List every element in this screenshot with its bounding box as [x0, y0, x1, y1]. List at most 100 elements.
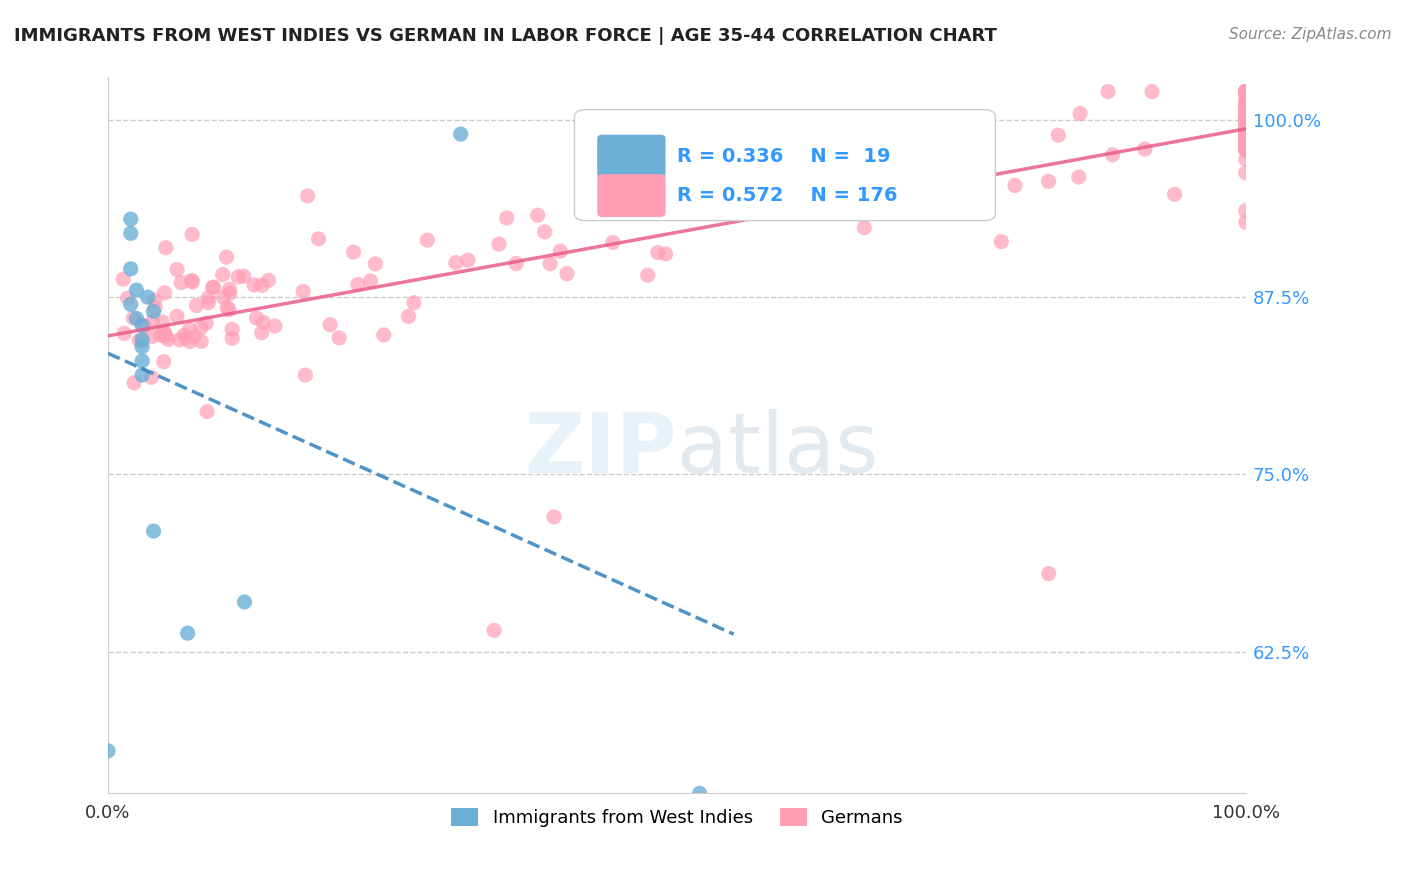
Germans	[252, 316, 274, 330]
Germans	[181, 275, 204, 289]
Germans	[166, 262, 188, 277]
Germans	[179, 334, 201, 349]
Germans	[533, 225, 555, 239]
Germans	[1234, 134, 1257, 148]
Germans	[1067, 169, 1090, 184]
Germans	[174, 331, 197, 345]
Germans	[1234, 136, 1257, 151]
Germans	[1234, 85, 1257, 99]
Germans	[1234, 100, 1257, 114]
Germans	[495, 211, 517, 225]
Germans	[1163, 187, 1185, 202]
Germans	[654, 247, 676, 261]
Germans	[1047, 128, 1070, 143]
Immigrants from West Indies	[120, 297, 142, 311]
Germans	[1234, 85, 1257, 99]
Germans	[1234, 111, 1257, 125]
Germans	[141, 315, 163, 329]
FancyBboxPatch shape	[598, 174, 665, 217]
Germans	[122, 376, 145, 390]
Germans	[1234, 203, 1257, 218]
Germans	[763, 179, 786, 194]
Germans	[153, 326, 176, 340]
Germans	[1234, 85, 1257, 99]
Germans	[1234, 85, 1257, 99]
Germans	[141, 370, 163, 384]
Immigrants from West Indies	[131, 333, 153, 347]
Germans	[1234, 215, 1257, 229]
Germans	[195, 316, 218, 330]
Germans	[1038, 566, 1060, 581]
Germans	[217, 301, 239, 315]
Germans	[179, 323, 201, 337]
Germans	[1234, 114, 1257, 128]
Text: ZIP: ZIP	[524, 409, 676, 491]
Germans	[911, 154, 934, 169]
Germans	[853, 220, 876, 235]
Text: R = 0.336    N =  19: R = 0.336 N = 19	[676, 146, 890, 166]
Germans	[1234, 120, 1257, 135]
Germans	[1234, 120, 1257, 134]
Germans	[150, 315, 173, 329]
Germans	[949, 206, 972, 220]
Immigrants from West Indies	[233, 595, 256, 609]
Germans	[444, 256, 467, 270]
FancyBboxPatch shape	[598, 135, 665, 178]
Germans	[1234, 106, 1257, 120]
Germans	[1234, 104, 1257, 119]
Germans	[1101, 148, 1123, 162]
Germans	[526, 208, 548, 222]
Immigrants from West Indies	[136, 290, 159, 304]
Germans	[1234, 136, 1257, 150]
Germans	[1234, 111, 1257, 125]
Germans	[292, 285, 315, 299]
Germans	[197, 291, 219, 305]
Germans	[149, 328, 172, 343]
Germans	[1234, 98, 1257, 112]
Germans	[195, 404, 218, 418]
Germans	[1234, 85, 1257, 99]
Germans	[1234, 153, 1257, 167]
Germans	[197, 295, 219, 310]
Germans	[152, 325, 174, 339]
Germans	[1234, 143, 1257, 157]
Germans	[112, 326, 135, 341]
Immigrants from West Indies	[131, 354, 153, 368]
Germans	[155, 241, 177, 255]
Germans	[1234, 122, 1257, 136]
Germans	[211, 268, 233, 282]
Germans	[1234, 103, 1257, 117]
Germans	[1234, 141, 1257, 155]
Germans	[396, 310, 419, 324]
Germans	[1234, 132, 1257, 146]
Germans	[1038, 174, 1060, 188]
Immigrants from West Indies	[176, 626, 198, 640]
Germans	[548, 244, 571, 259]
Germans	[1234, 106, 1257, 120]
Germans	[1234, 119, 1257, 133]
Germans	[416, 233, 439, 247]
Text: R = 0.572    N = 176: R = 0.572 N = 176	[676, 186, 897, 205]
Germans	[1234, 140, 1257, 154]
Germans	[1234, 85, 1257, 99]
Germans	[232, 269, 254, 284]
Immigrants from West Indies	[131, 340, 153, 354]
Germans	[173, 328, 195, 343]
Germans	[637, 268, 659, 282]
Germans	[482, 624, 505, 638]
Germans	[943, 161, 966, 176]
Germans	[134, 318, 156, 333]
Germans	[505, 256, 527, 270]
Germans	[1234, 129, 1257, 144]
Germans	[1234, 136, 1257, 151]
Germans	[1234, 130, 1257, 145]
Germans	[1234, 143, 1257, 157]
Germans	[226, 269, 249, 284]
Germans	[1234, 85, 1257, 99]
Germans	[1234, 126, 1257, 140]
Germans	[1234, 85, 1257, 99]
Germans	[488, 237, 510, 252]
Germans	[245, 311, 267, 326]
Germans	[1234, 123, 1257, 137]
Immigrants from West Indies	[142, 304, 165, 318]
